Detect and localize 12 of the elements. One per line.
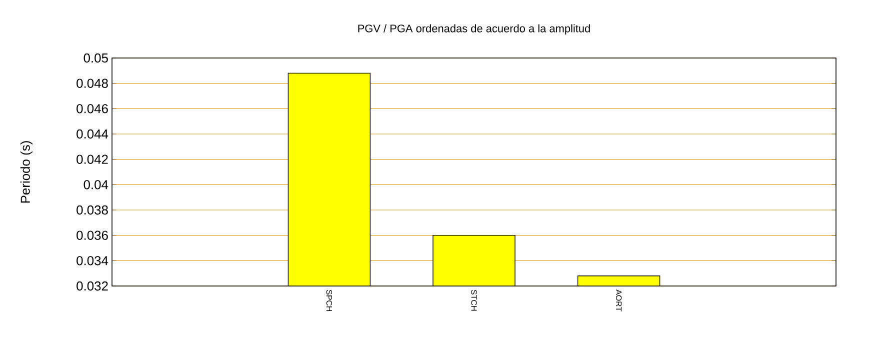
y-tick-label: 0.034: [76, 256, 108, 266]
y-tick-label: 0.044: [76, 129, 108, 139]
y-tick-label: 0.046: [76, 104, 108, 114]
y-tick-label: 0.05: [84, 53, 108, 63]
y-tick-label: 0.036: [76, 230, 108, 240]
y-tick-label: 0.038: [76, 205, 108, 215]
y-tick-label: 0.048: [76, 78, 108, 88]
y-tick-label: 0.042: [76, 154, 108, 164]
y-tick-label: 0.04: [84, 180, 108, 190]
chart-title: PGV / PGA ordenadas de acuerdo a la amplitud: [358, 24, 590, 34]
y-axis-title: Periodo (s): [20, 141, 32, 203]
y-tick-label: 0.032: [76, 281, 108, 291]
